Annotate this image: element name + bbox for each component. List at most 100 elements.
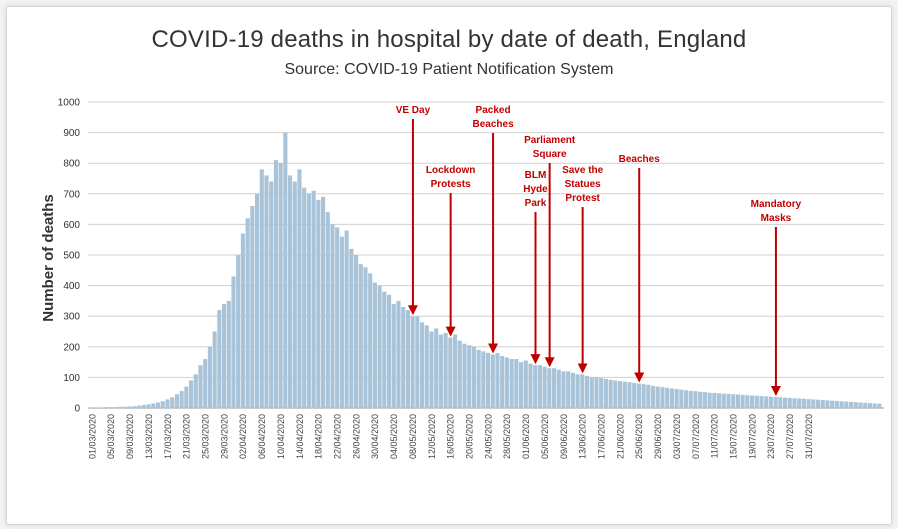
bar	[542, 366, 547, 408]
x-tick-label: 27/07/2020	[785, 414, 795, 459]
bar	[344, 230, 349, 408]
bar	[141, 404, 146, 408]
bar	[401, 307, 406, 408]
bar	[297, 169, 302, 408]
bar	[250, 206, 255, 408]
bar	[863, 402, 868, 408]
bar	[594, 377, 599, 408]
bar	[212, 331, 217, 408]
bar	[363, 267, 368, 408]
bar	[118, 406, 123, 408]
bar	[160, 401, 165, 408]
x-tick-label: 26/04/2020	[351, 414, 361, 459]
bar	[382, 291, 387, 408]
y-tick-label: 600	[63, 220, 80, 231]
bar	[113, 407, 118, 408]
bar	[405, 310, 410, 408]
bar	[627, 382, 632, 408]
bar	[481, 351, 486, 408]
bar	[570, 372, 575, 408]
x-tick-label: 14/04/2020	[295, 414, 305, 459]
bar	[566, 371, 571, 408]
annotation-label: Parliament	[524, 135, 576, 146]
bar	[236, 255, 241, 408]
bar	[292, 181, 297, 408]
annotation-label: Park	[525, 198, 547, 209]
bar	[349, 248, 354, 408]
y-tick-label: 200	[63, 342, 80, 353]
x-tick-label: 15/07/2020	[729, 414, 739, 459]
bar	[283, 132, 288, 408]
bar	[358, 264, 363, 408]
bar	[608, 379, 613, 408]
bar	[519, 362, 524, 408]
bar	[688, 390, 693, 408]
x-tick-label: 13/06/2020	[578, 414, 588, 459]
bar	[528, 363, 533, 408]
x-tick-label: 09/03/2020	[125, 414, 135, 459]
annotation-label: Packed	[476, 105, 511, 116]
bar	[820, 400, 825, 408]
bar	[877, 403, 882, 408]
x-tick-label: 02/04/2020	[238, 414, 248, 459]
bar	[288, 175, 293, 408]
annotation-label: BLM	[525, 170, 547, 181]
bar	[457, 340, 462, 408]
bar	[698, 391, 703, 408]
bar	[636, 383, 641, 408]
bar	[750, 395, 755, 408]
bar	[377, 285, 382, 408]
bar	[707, 392, 712, 408]
bar	[759, 396, 764, 408]
bar	[556, 369, 561, 408]
bar	[660, 387, 665, 408]
bar	[500, 355, 505, 408]
bar	[90, 407, 95, 408]
x-tick-label: 19/07/2020	[747, 414, 757, 459]
x-tick-label: 01/03/2020	[87, 414, 97, 459]
bar	[580, 374, 585, 408]
y-tick-label: 100	[63, 373, 80, 384]
bar	[94, 407, 99, 408]
x-tick-label: 23/07/2020	[766, 414, 776, 459]
bar	[801, 398, 806, 408]
bar	[872, 403, 877, 408]
bar	[504, 357, 509, 408]
bar	[170, 397, 175, 408]
chart-subtitle: Source: COVID-19 Patient Notification Sy…	[284, 61, 614, 78]
bar	[514, 359, 519, 408]
bar	[844, 401, 849, 408]
bar	[811, 399, 816, 408]
y-tick-label: 700	[63, 189, 80, 200]
bar	[207, 346, 212, 408]
bar	[547, 368, 552, 408]
x-tick-label: 04/05/2020	[389, 414, 399, 459]
bar	[834, 400, 839, 408]
x-tick-label: 25/03/2020	[201, 414, 211, 459]
bar	[735, 394, 740, 408]
y-tick-label: 0	[74, 404, 80, 415]
x-tick-label: 03/07/2020	[672, 414, 682, 459]
bar	[486, 352, 491, 408]
bar	[702, 392, 707, 408]
bar	[537, 365, 542, 408]
x-tick-label: 20/05/2020	[465, 414, 475, 459]
x-tick-label: 16/05/2020	[446, 414, 456, 459]
bar	[434, 328, 439, 408]
bar	[509, 359, 514, 408]
x-tick-label: 06/04/2020	[257, 414, 267, 459]
annotation-label: Protests	[431, 179, 471, 190]
bar	[339, 236, 344, 408]
x-tick-label: 28/05/2020	[502, 414, 512, 459]
x-tick-label: 25/06/2020	[634, 414, 644, 459]
bar	[655, 386, 660, 408]
x-tick-label: 17/03/2020	[163, 414, 173, 459]
bar	[311, 190, 316, 408]
bar	[806, 399, 811, 408]
bar	[269, 181, 274, 408]
bar	[165, 399, 170, 408]
bar	[354, 255, 359, 408]
bar	[674, 389, 679, 408]
x-tick-label: 22/04/2020	[333, 414, 343, 459]
